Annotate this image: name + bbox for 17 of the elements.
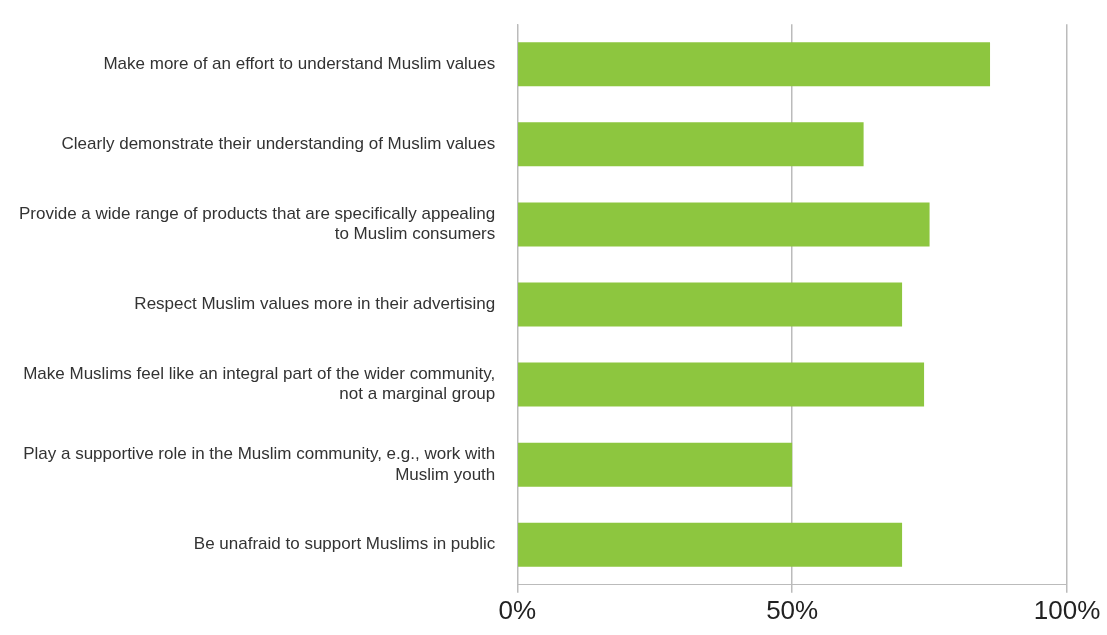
x-tick-label: 0% xyxy=(498,594,537,625)
y-tick-label: Respect Muslim values more in their advertising xyxy=(134,294,496,314)
bar xyxy=(518,42,991,87)
x-tick-label: 100% xyxy=(1033,594,1101,625)
y-tick-label: Be unafraid to support Muslims in public xyxy=(193,534,496,554)
y-tick-label: Play a supportive role in the Muslim community, e.g., work with Muslim youth xyxy=(23,444,496,484)
y-tick-label: Clearly demonstrate their understanding of Muslim values xyxy=(61,134,496,154)
bar xyxy=(518,282,903,327)
bar xyxy=(518,122,864,167)
y-tick-label: Make Muslims feel like an integral part of the wider community, not a marginal group xyxy=(23,364,496,404)
x-tick-label: 50% xyxy=(766,594,819,625)
bar xyxy=(518,362,925,407)
bar xyxy=(518,442,793,487)
y-tick-label: Make more of an effort to understand Muslim values xyxy=(103,53,496,73)
bar xyxy=(518,202,930,247)
bar xyxy=(518,522,903,567)
y-tick-label: Provide a wide range of products that are specifically appealing to Muslim consumers xyxy=(18,203,496,244)
